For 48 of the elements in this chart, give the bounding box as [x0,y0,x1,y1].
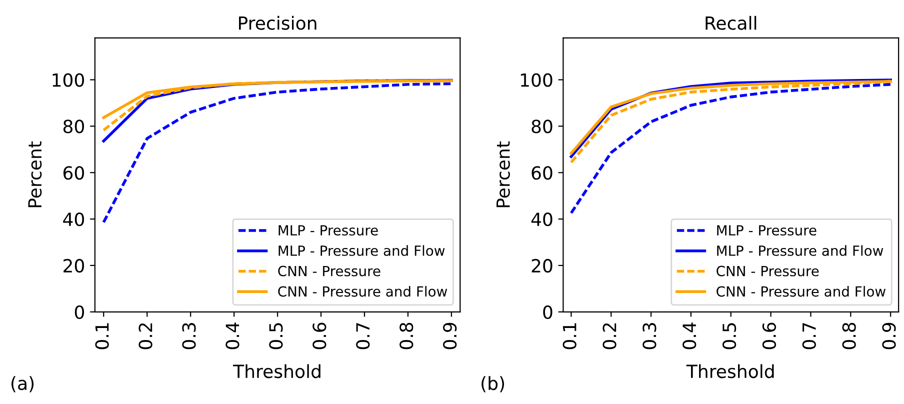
y-tick-label: 100 [52,73,84,87]
x-axis-title: Threshold [232,364,320,378]
legend-label: MLP - Pressure [717,225,816,236]
x-tick-label: 0.4 [226,322,240,350]
y-tick-label: 60 [63,166,84,180]
y-tick-label: 40 [63,212,84,226]
legend-label: MLP - Pressure and Flow [278,245,445,256]
legend-label: CNN - Pressure and Flow [716,286,886,297]
x-tick-label: 0.5 [722,323,736,350]
x-tick-label: 0.8 [400,322,414,350]
y-tick-label: 60 [532,166,552,180]
x-tick-label: 0.7 [356,323,370,350]
x-tick-label: 0.4 [682,322,696,350]
x-tick-label: 0.6 [762,322,776,350]
x-axis-title: Threshold [686,364,774,378]
chart-title: Precision [239,16,316,30]
line-series [570,83,892,214]
line-series [102,82,453,224]
y-tick-label: 20 [532,258,552,273]
x-tick-label: 0.8 [842,322,856,350]
x-tick-label: 0.3 [182,323,196,350]
y-tick-label: 20 [64,258,84,273]
chart-title: Recall [706,16,756,30]
y-tick-label: 40 [531,212,552,226]
y-tick-label: 80 [63,120,84,134]
x-tick-label: 0.1 [562,323,576,350]
y-tick-label: 0 [74,305,84,320]
x-tick-label: 0.2 [602,323,616,350]
y-tick-label: 100 [520,73,552,87]
y-axis-title: Percent [496,141,510,208]
x-tick-label: 0.1 [95,323,109,350]
y-tick-label: 0 [543,305,552,320]
x-tick-label: 0.7 [802,323,816,350]
legend-label: MLP - Pressure [278,225,378,236]
legend-label: CNN - Pressure and Flow [278,286,448,297]
y-axis-title: Percent [28,141,42,208]
x-tick-label: 0.9 [882,322,896,350]
legend-label: CNN - Pressure [278,266,380,276]
x-tick-label: 0.5 [269,323,283,350]
x-tick-label: 0.3 [642,323,656,350]
legend-label: MLP - Pressure and Flow [717,245,884,256]
text: (b) [482,376,504,392]
x-tick-label: 0.2 [138,323,152,350]
legend-label: CNN - Pressure [716,266,819,276]
x-tick-label: 0.9 [443,322,457,350]
x-tick-label: 0.6 [312,322,326,350]
y-tick-label: 80 [532,120,552,134]
text: (a) [11,376,34,392]
